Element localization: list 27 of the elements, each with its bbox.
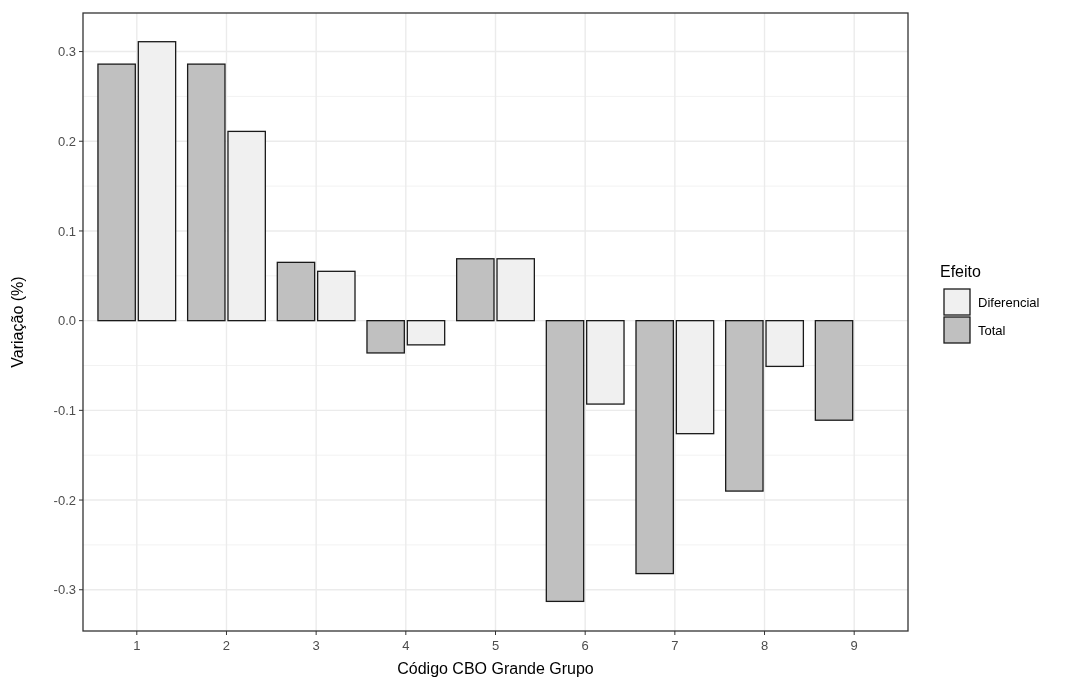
y-tick-label: 0.0 xyxy=(57,313,76,329)
legend-label: Diferencial xyxy=(978,294,1040,310)
x-tick-label: 4 xyxy=(402,638,410,653)
y-tick-label: 0.3 xyxy=(57,44,76,60)
x-tick-label: 9 xyxy=(850,638,858,653)
x-tick-label: 5 xyxy=(491,638,500,653)
y-tick-label: -0.2 xyxy=(53,492,76,508)
y-axis-title: Variação (%) xyxy=(9,276,26,368)
x-tick-label: 8 xyxy=(760,638,769,653)
y-tick-label: -0.1 xyxy=(53,402,76,418)
x-tick-label: 7 xyxy=(671,638,679,653)
bar xyxy=(276,261,316,322)
y-tick-label: 0.1 xyxy=(57,223,76,239)
x-tick-label: 2 xyxy=(222,638,231,653)
bar xyxy=(545,320,585,603)
x-tick-label: 1 xyxy=(133,638,141,653)
x-axis-title: Código CBO Grande Grupo xyxy=(397,660,594,677)
legend-title: Efeito xyxy=(940,263,982,280)
x-tick-label: 3 xyxy=(312,638,320,653)
bar xyxy=(97,63,136,322)
x-tick-label: 6 xyxy=(581,638,589,653)
y-tick-label: 0.2 xyxy=(57,133,76,149)
bar xyxy=(635,320,674,575)
bar xyxy=(366,320,405,354)
y-tick-label: -0.3 xyxy=(53,582,76,598)
legend-label: Total xyxy=(978,322,1006,338)
bar xyxy=(814,320,854,421)
